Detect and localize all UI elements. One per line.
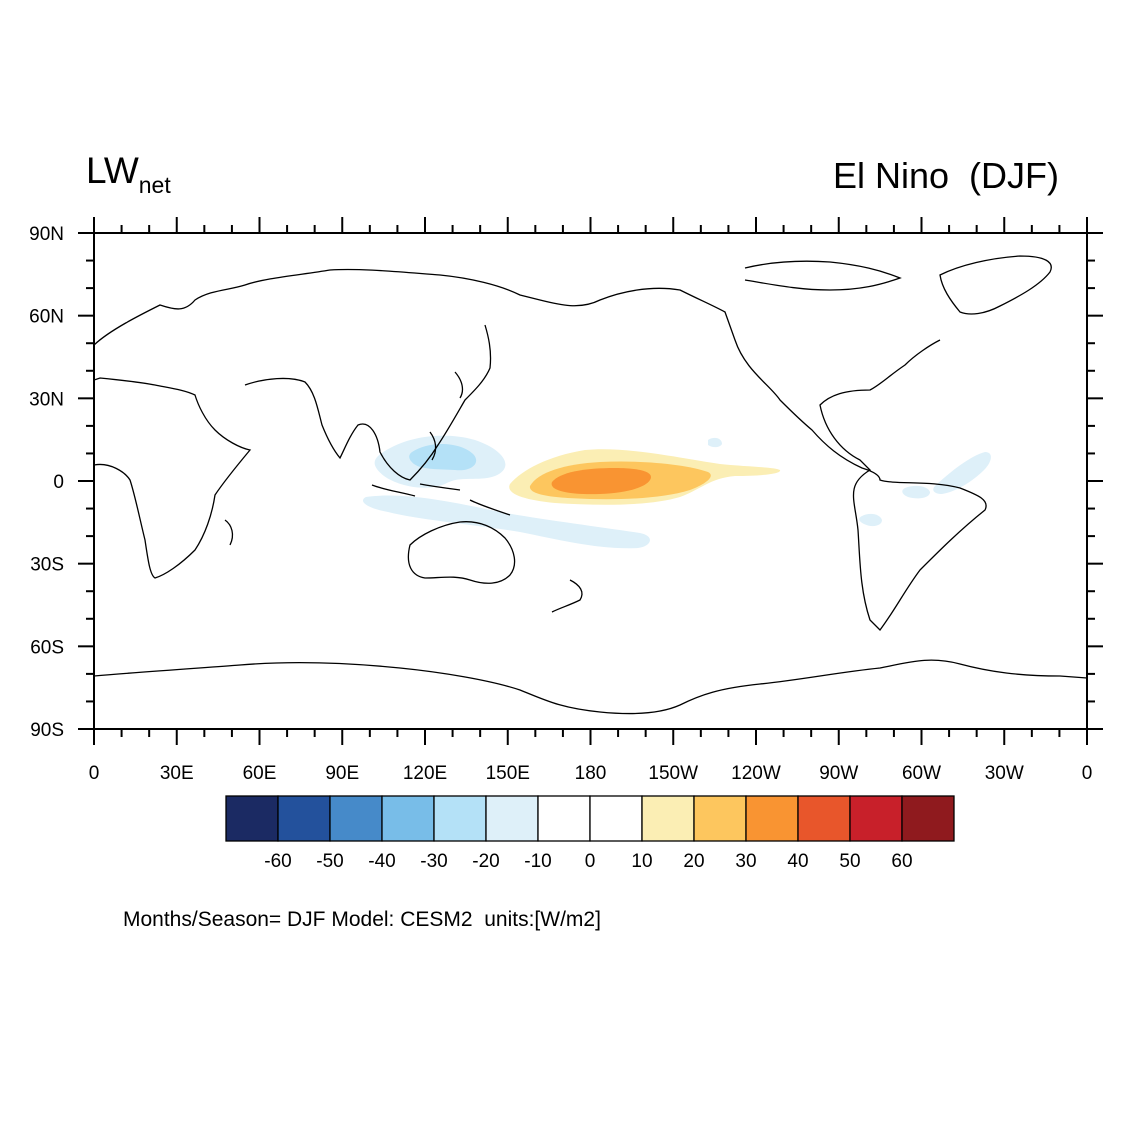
colorbar-swatch xyxy=(485,795,539,842)
contour-neg-east-pacific xyxy=(859,513,882,527)
contour-neg-atlantic xyxy=(933,452,991,494)
colorbar-swatch xyxy=(641,795,695,842)
colorbar-label: 30 xyxy=(735,851,756,872)
coastline-greenland xyxy=(939,255,1052,315)
coastline-antarctica xyxy=(94,659,1087,715)
coastline-madagascar xyxy=(224,519,234,546)
colorbar-swatch xyxy=(329,795,383,842)
lon-tick-label: 30W xyxy=(985,763,1024,784)
anomaly-contours xyxy=(362,435,991,549)
colorbar-label: 0 xyxy=(585,851,596,872)
colorbar-label: 20 xyxy=(683,851,704,872)
coastline-africa xyxy=(94,377,252,579)
colorbar-swatch xyxy=(693,795,747,842)
lat-tick-label: 60N xyxy=(29,307,64,328)
colorbar-label: -30 xyxy=(420,851,447,872)
title-main: LW xyxy=(86,150,139,191)
colorbar-swatch xyxy=(745,795,799,842)
colorbar: -60 -50 -40 -30 -20 -10 0 10 20 30 40 50 60 xyxy=(225,795,955,872)
coastline-asia xyxy=(244,324,492,481)
lon-tick-label: 90W xyxy=(819,763,858,784)
colorbar-label: -40 xyxy=(368,851,395,872)
axis-ticks xyxy=(78,217,1103,745)
axis-labels: 0 30E 60E 90E 120E 150E 180 150W 120W 90W 60W 30W 0 9… xyxy=(29,224,1092,784)
contour-neg-west-pacific-core xyxy=(409,444,477,471)
colorbar-swatch xyxy=(537,795,591,842)
lon-tick-label: 0 xyxy=(1082,763,1093,784)
colorbar-swatch xyxy=(901,795,955,842)
lat-tick-label: 60S xyxy=(30,637,64,658)
lat-tick-label: 30S xyxy=(30,555,64,576)
colorbar-swatch xyxy=(849,795,903,842)
lon-tick-label: 150W xyxy=(648,763,698,784)
colorbar-swatch xyxy=(433,795,487,842)
lat-tick-label: 30N xyxy=(29,389,64,410)
colorbar-swatch xyxy=(381,795,435,842)
colorbar-label: 10 xyxy=(631,851,652,872)
coastline-arctic-islands xyxy=(744,260,902,291)
colorbar-label: -10 xyxy=(524,851,551,872)
coastline-philippines xyxy=(429,431,437,461)
lon-tick-label: 120W xyxy=(731,763,781,784)
plot-title-left: LWnet xyxy=(86,152,171,197)
lon-tick-label: 60W xyxy=(902,763,941,784)
colorbar-swatch xyxy=(589,795,643,842)
contour-neg-spot xyxy=(708,437,722,448)
lon-tick-label: 180 xyxy=(575,763,607,784)
coastline-indonesia xyxy=(371,483,511,516)
lon-tick-label: 60E xyxy=(243,763,277,784)
colorbar-label: 50 xyxy=(839,851,860,872)
colorbar-label: -20 xyxy=(472,851,499,872)
lat-tick-label: 0 xyxy=(53,472,64,493)
lon-tick-label: 90E xyxy=(325,763,359,784)
colorbar-swatch xyxy=(797,795,851,842)
coastline-africa-europe xyxy=(94,268,987,631)
title-subscript: net xyxy=(138,172,171,198)
plot-title-right: El Nino (DJF) xyxy=(832,155,1059,196)
footer-caption: Months/Season= DJF Model: CESM2 units:[W… xyxy=(123,908,601,931)
coastline-new-zealand xyxy=(551,579,583,613)
lon-tick-label: 120E xyxy=(403,763,447,784)
lon-tick-label: 0 xyxy=(89,763,100,784)
coastline-japan xyxy=(454,371,464,399)
colorbar-swatch xyxy=(277,795,331,842)
lat-tick-label: 90S xyxy=(30,720,64,741)
colorbar-label: -50 xyxy=(316,851,343,872)
lon-tick-label: 150E xyxy=(486,763,530,784)
lon-tick-label: 30E xyxy=(160,763,194,784)
coastline-australia xyxy=(407,521,516,584)
lat-tick-label: 90N xyxy=(29,224,64,245)
contour-pos-30 xyxy=(551,468,651,495)
coastlines xyxy=(94,255,1087,715)
contour-neg-south-pacific xyxy=(362,495,650,549)
colorbar-label: -60 xyxy=(264,851,291,872)
colorbar-label: 40 xyxy=(787,851,808,872)
contour-neg-south-america xyxy=(902,485,930,499)
colorbar-label: 60 xyxy=(891,851,912,872)
colorbar-swatch xyxy=(225,795,279,842)
